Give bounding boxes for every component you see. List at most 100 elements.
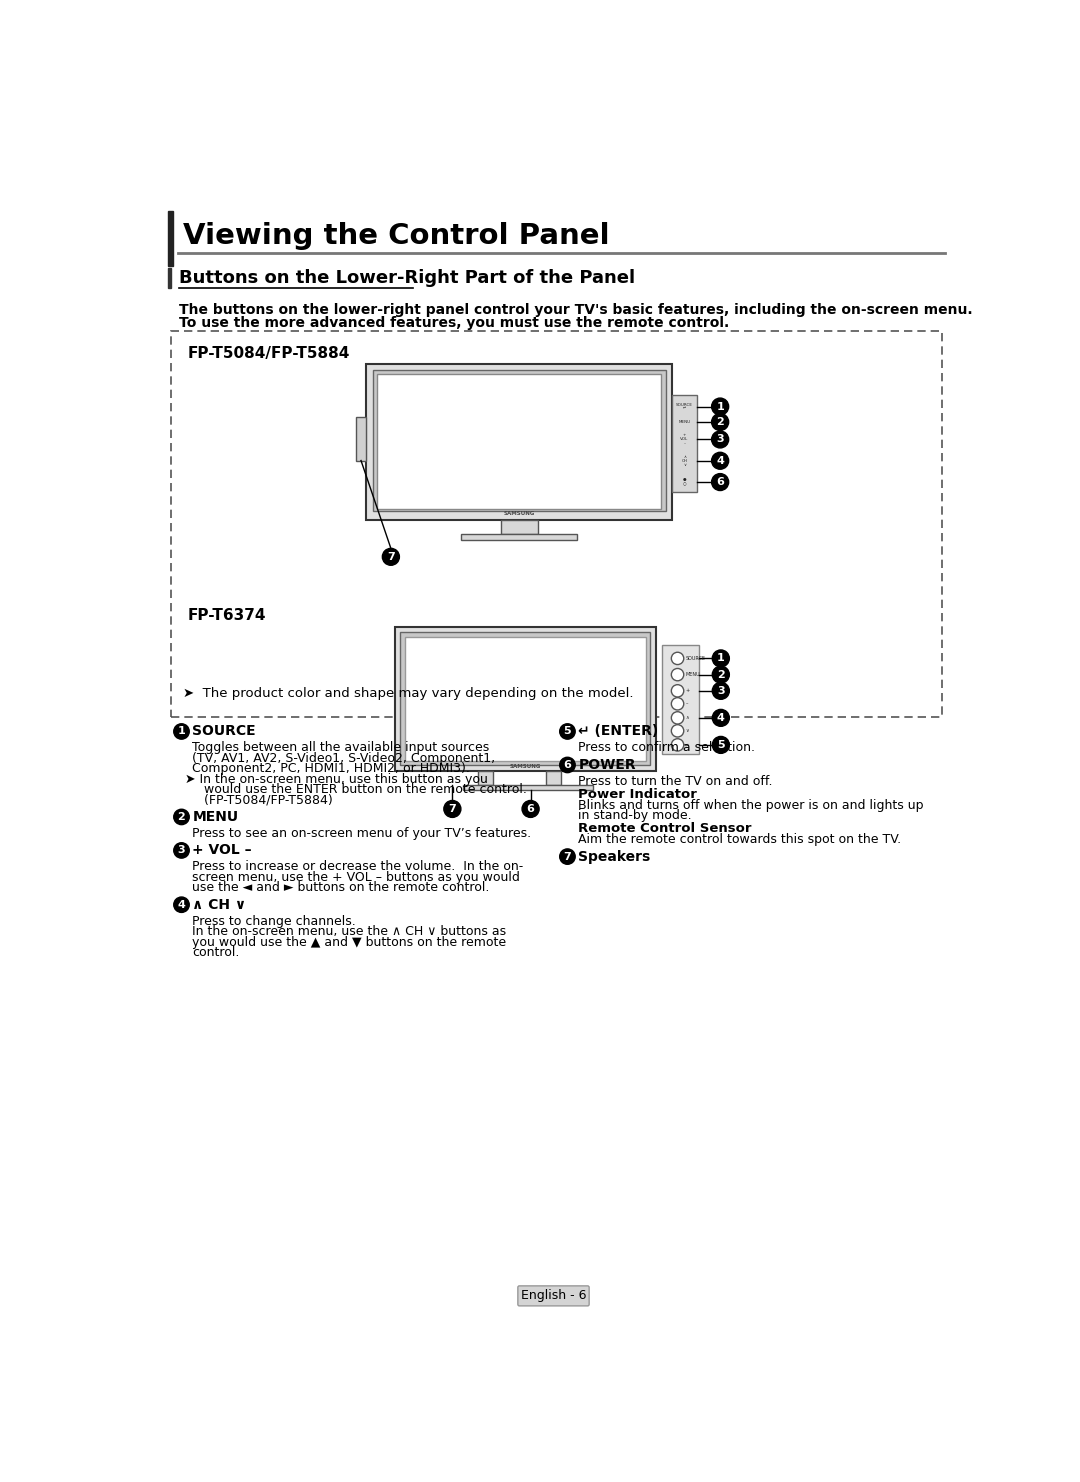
Text: 3: 3 <box>178 845 186 855</box>
Text: ∧
CH
∨: ∧ CH ∨ <box>681 455 688 467</box>
Text: SOURCE: SOURCE <box>192 725 256 738</box>
Text: 7: 7 <box>564 852 571 861</box>
Text: 7: 7 <box>448 803 456 814</box>
Text: (TV, AV1, AV2, S-Video1, S-Video2, Component1,: (TV, AV1, AV2, S-Video1, S-Video2, Compo… <box>192 751 496 765</box>
Text: Press to change channels.: Press to change channels. <box>192 914 356 928</box>
Text: SOURCE: SOURCE <box>686 657 705 661</box>
Circle shape <box>713 710 729 726</box>
Text: 5: 5 <box>717 740 725 750</box>
Text: Toggles between all the available input sources: Toggles between all the available input … <box>192 741 489 754</box>
Text: 1: 1 <box>717 654 725 664</box>
Circle shape <box>174 897 189 913</box>
Bar <box>463 785 593 790</box>
Text: MENU: MENU <box>192 811 239 824</box>
Text: Power Indicator: Power Indicator <box>578 787 698 800</box>
Bar <box>167 210 173 267</box>
Text: ∧ CH ∨: ∧ CH ∨ <box>192 898 246 911</box>
Text: ➤  The product color and shape may vary depending on the model.: ➤ The product color and shape may vary d… <box>183 686 634 700</box>
Circle shape <box>672 738 684 751</box>
Bar <box>478 771 492 785</box>
Text: In the on-screen menu, use the ∧ CH ∨ buttons as: In the on-screen menu, use the ∧ CH ∨ bu… <box>192 925 507 938</box>
Text: 3: 3 <box>716 434 724 445</box>
Bar <box>461 534 578 539</box>
Text: Viewing the Control Panel: Viewing the Control Panel <box>183 222 610 249</box>
Text: +
VOL
–: + VOL – <box>680 433 689 446</box>
Circle shape <box>712 431 729 448</box>
Circle shape <box>672 685 684 697</box>
Circle shape <box>174 809 189 824</box>
Bar <box>672 394 697 492</box>
Text: you would use the ▲ and ▼ buttons on the remote: you would use the ▲ and ▼ buttons on the… <box>192 935 507 948</box>
Circle shape <box>672 668 684 680</box>
Bar <box>366 363 672 520</box>
Text: Press to increase or decrease the volume.  In the on-: Press to increase or decrease the volume… <box>192 861 524 873</box>
Text: –: – <box>686 701 688 707</box>
Text: in stand-by mode.: in stand-by mode. <box>578 809 692 823</box>
Circle shape <box>713 682 729 700</box>
Circle shape <box>672 725 684 737</box>
Text: +: + <box>686 688 689 694</box>
Circle shape <box>672 652 684 664</box>
Circle shape <box>174 723 189 740</box>
Text: SOURCE
↵: SOURCE ↵ <box>676 403 693 411</box>
Text: 4: 4 <box>716 456 724 465</box>
Text: Press to confirm a selection.: Press to confirm a selection. <box>578 741 755 754</box>
Text: MENU: MENU <box>686 673 700 677</box>
Text: would use the ENTER button on the remote control.: would use the ENTER button on the remote… <box>192 782 527 796</box>
Text: Remote Control Sensor: Remote Control Sensor <box>578 823 752 834</box>
Circle shape <box>444 800 461 818</box>
Text: 2: 2 <box>177 812 186 823</box>
Text: English - 6: English - 6 <box>521 1289 586 1303</box>
Circle shape <box>713 665 729 683</box>
Circle shape <box>712 452 729 470</box>
Bar <box>405 637 646 760</box>
Text: SAMSUNG: SAMSUNG <box>503 511 535 516</box>
Text: ➤ In the on-screen menu, use this button as you: ➤ In the on-screen menu, use this button… <box>185 772 487 785</box>
Text: (FP-T5084/FP-T5884): (FP-T5084/FP-T5884) <box>192 793 333 806</box>
Bar <box>167 268 172 288</box>
Text: Speakers: Speakers <box>578 849 650 864</box>
Circle shape <box>559 723 576 740</box>
Circle shape <box>712 399 729 415</box>
Text: FP-T5084/FP-T5884: FP-T5084/FP-T5884 <box>188 347 350 362</box>
Text: ●
○: ● ○ <box>683 479 686 486</box>
Text: MENU: MENU <box>678 419 690 424</box>
Text: 1: 1 <box>177 726 186 737</box>
Text: 6: 6 <box>527 803 535 814</box>
Circle shape <box>174 843 189 858</box>
Bar <box>395 627 656 771</box>
Text: ↵: ↵ <box>686 742 689 747</box>
Circle shape <box>672 698 684 710</box>
Text: 4: 4 <box>717 713 725 723</box>
Text: 7: 7 <box>387 551 395 562</box>
Bar <box>373 370 666 511</box>
Bar <box>377 375 661 510</box>
Bar <box>662 646 699 753</box>
Circle shape <box>713 651 729 667</box>
Bar <box>501 520 538 534</box>
Text: The buttons on the lower-right panel control your TV's basic features, including: The buttons on the lower-right panel con… <box>179 302 973 317</box>
Text: 5: 5 <box>564 726 571 737</box>
Bar <box>355 416 366 461</box>
Text: 2: 2 <box>717 670 725 680</box>
Circle shape <box>712 413 729 430</box>
Text: SAMSUNG: SAMSUNG <box>510 763 541 769</box>
Bar <box>171 330 942 717</box>
Text: 2: 2 <box>716 416 724 427</box>
Text: Press to see an on-screen menu of your TV’s features.: Press to see an on-screen menu of your T… <box>192 827 531 840</box>
Bar <box>546 771 561 785</box>
Text: control.: control. <box>192 946 240 959</box>
Text: ∧: ∧ <box>686 716 689 720</box>
Circle shape <box>713 737 729 753</box>
Bar <box>401 633 650 766</box>
Text: POWER: POWER <box>578 757 636 772</box>
Text: 1: 1 <box>716 402 724 412</box>
Text: screen menu, use the + VOL – buttons as you would: screen menu, use the + VOL – buttons as … <box>192 871 521 883</box>
Text: 6: 6 <box>716 477 724 488</box>
Text: FP-T6374: FP-T6374 <box>188 608 266 624</box>
Text: 6: 6 <box>564 760 571 771</box>
Text: Component2, PC, HDMI1, HDMI2, or HDMI3).: Component2, PC, HDMI1, HDMI2, or HDMI3). <box>192 762 470 775</box>
Text: Aim the remote control towards this spot on the TV.: Aim the remote control towards this spot… <box>578 833 902 846</box>
Circle shape <box>382 548 400 565</box>
Text: Buttons on the Lower-Right Part of the Panel: Buttons on the Lower-Right Part of the P… <box>179 268 635 288</box>
